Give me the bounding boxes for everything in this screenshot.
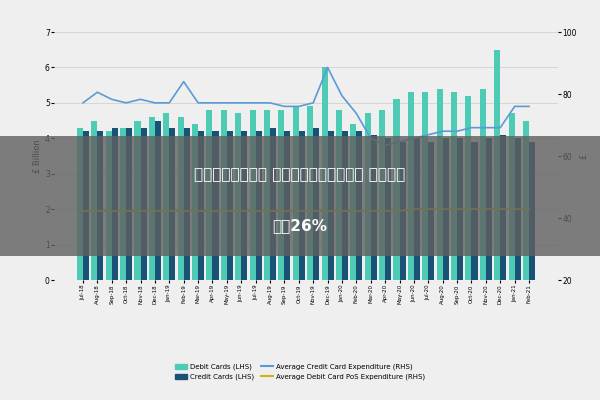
Bar: [371, 135, 377, 280]
Bar: [270, 128, 276, 280]
Bar: [394, 99, 400, 280]
Bar: [313, 128, 319, 280]
Bar: [428, 142, 434, 280]
Bar: [235, 114, 241, 280]
Bar: [365, 114, 371, 280]
Bar: [97, 131, 103, 280]
Bar: [178, 117, 184, 280]
Bar: [293, 106, 299, 280]
Bar: [169, 128, 175, 280]
Bar: [451, 92, 457, 280]
Bar: [91, 120, 97, 280]
Bar: [134, 120, 140, 280]
Bar: [422, 92, 428, 280]
Bar: [472, 142, 478, 280]
Bar: [106, 131, 112, 280]
Bar: [500, 135, 506, 280]
Bar: [307, 106, 313, 280]
Y-axis label: £: £: [580, 153, 589, 159]
Bar: [328, 131, 334, 280]
Bar: [184, 128, 190, 280]
Bar: [206, 110, 212, 280]
Bar: [336, 110, 342, 280]
Bar: [457, 138, 463, 280]
Bar: [515, 138, 521, 280]
Bar: [356, 131, 362, 280]
Bar: [155, 120, 161, 280]
Bar: [212, 131, 218, 280]
Bar: [523, 120, 529, 280]
Bar: [120, 128, 126, 280]
Bar: [256, 131, 262, 280]
Bar: [350, 124, 356, 280]
Bar: [241, 131, 247, 280]
Bar: [192, 124, 198, 280]
Bar: [414, 138, 420, 280]
Bar: [509, 114, 515, 280]
Bar: [126, 128, 132, 280]
Bar: [342, 131, 348, 280]
Bar: [83, 131, 89, 280]
Bar: [112, 128, 118, 280]
Bar: [278, 110, 284, 280]
Bar: [198, 131, 204, 280]
Legend: Debit Cards (LHS), Credit Cards (LHS), Average Credit Card Expenditure (RHS), Av: Debit Cards (LHS), Credit Cards (LHS), A…: [172, 361, 428, 383]
Text: 爱配资线上怎么样 美股三大股指全线下跌 英特尔暴: 爱配资线上怎么样 美股三大股指全线下跌 英特尔暴: [194, 167, 406, 182]
Bar: [437, 89, 443, 280]
Bar: [408, 92, 414, 280]
Bar: [480, 89, 486, 280]
Bar: [77, 128, 83, 280]
Bar: [299, 131, 305, 280]
Bar: [264, 110, 270, 280]
Bar: [385, 138, 391, 280]
Bar: [149, 117, 155, 280]
Bar: [400, 142, 406, 280]
Bar: [529, 142, 535, 280]
Y-axis label: £ Billion: £ Billion: [33, 139, 42, 173]
Bar: [227, 131, 233, 280]
Bar: [486, 138, 492, 280]
Bar: [221, 110, 227, 280]
Bar: [466, 96, 472, 280]
Bar: [140, 128, 146, 280]
Bar: [443, 138, 449, 280]
Bar: [163, 114, 169, 280]
Bar: [322, 68, 328, 280]
Bar: [284, 131, 290, 280]
Text: 跌逾26%: 跌逾26%: [272, 218, 328, 234]
Bar: [379, 110, 385, 280]
Bar: [250, 110, 256, 280]
Bar: [494, 50, 500, 280]
